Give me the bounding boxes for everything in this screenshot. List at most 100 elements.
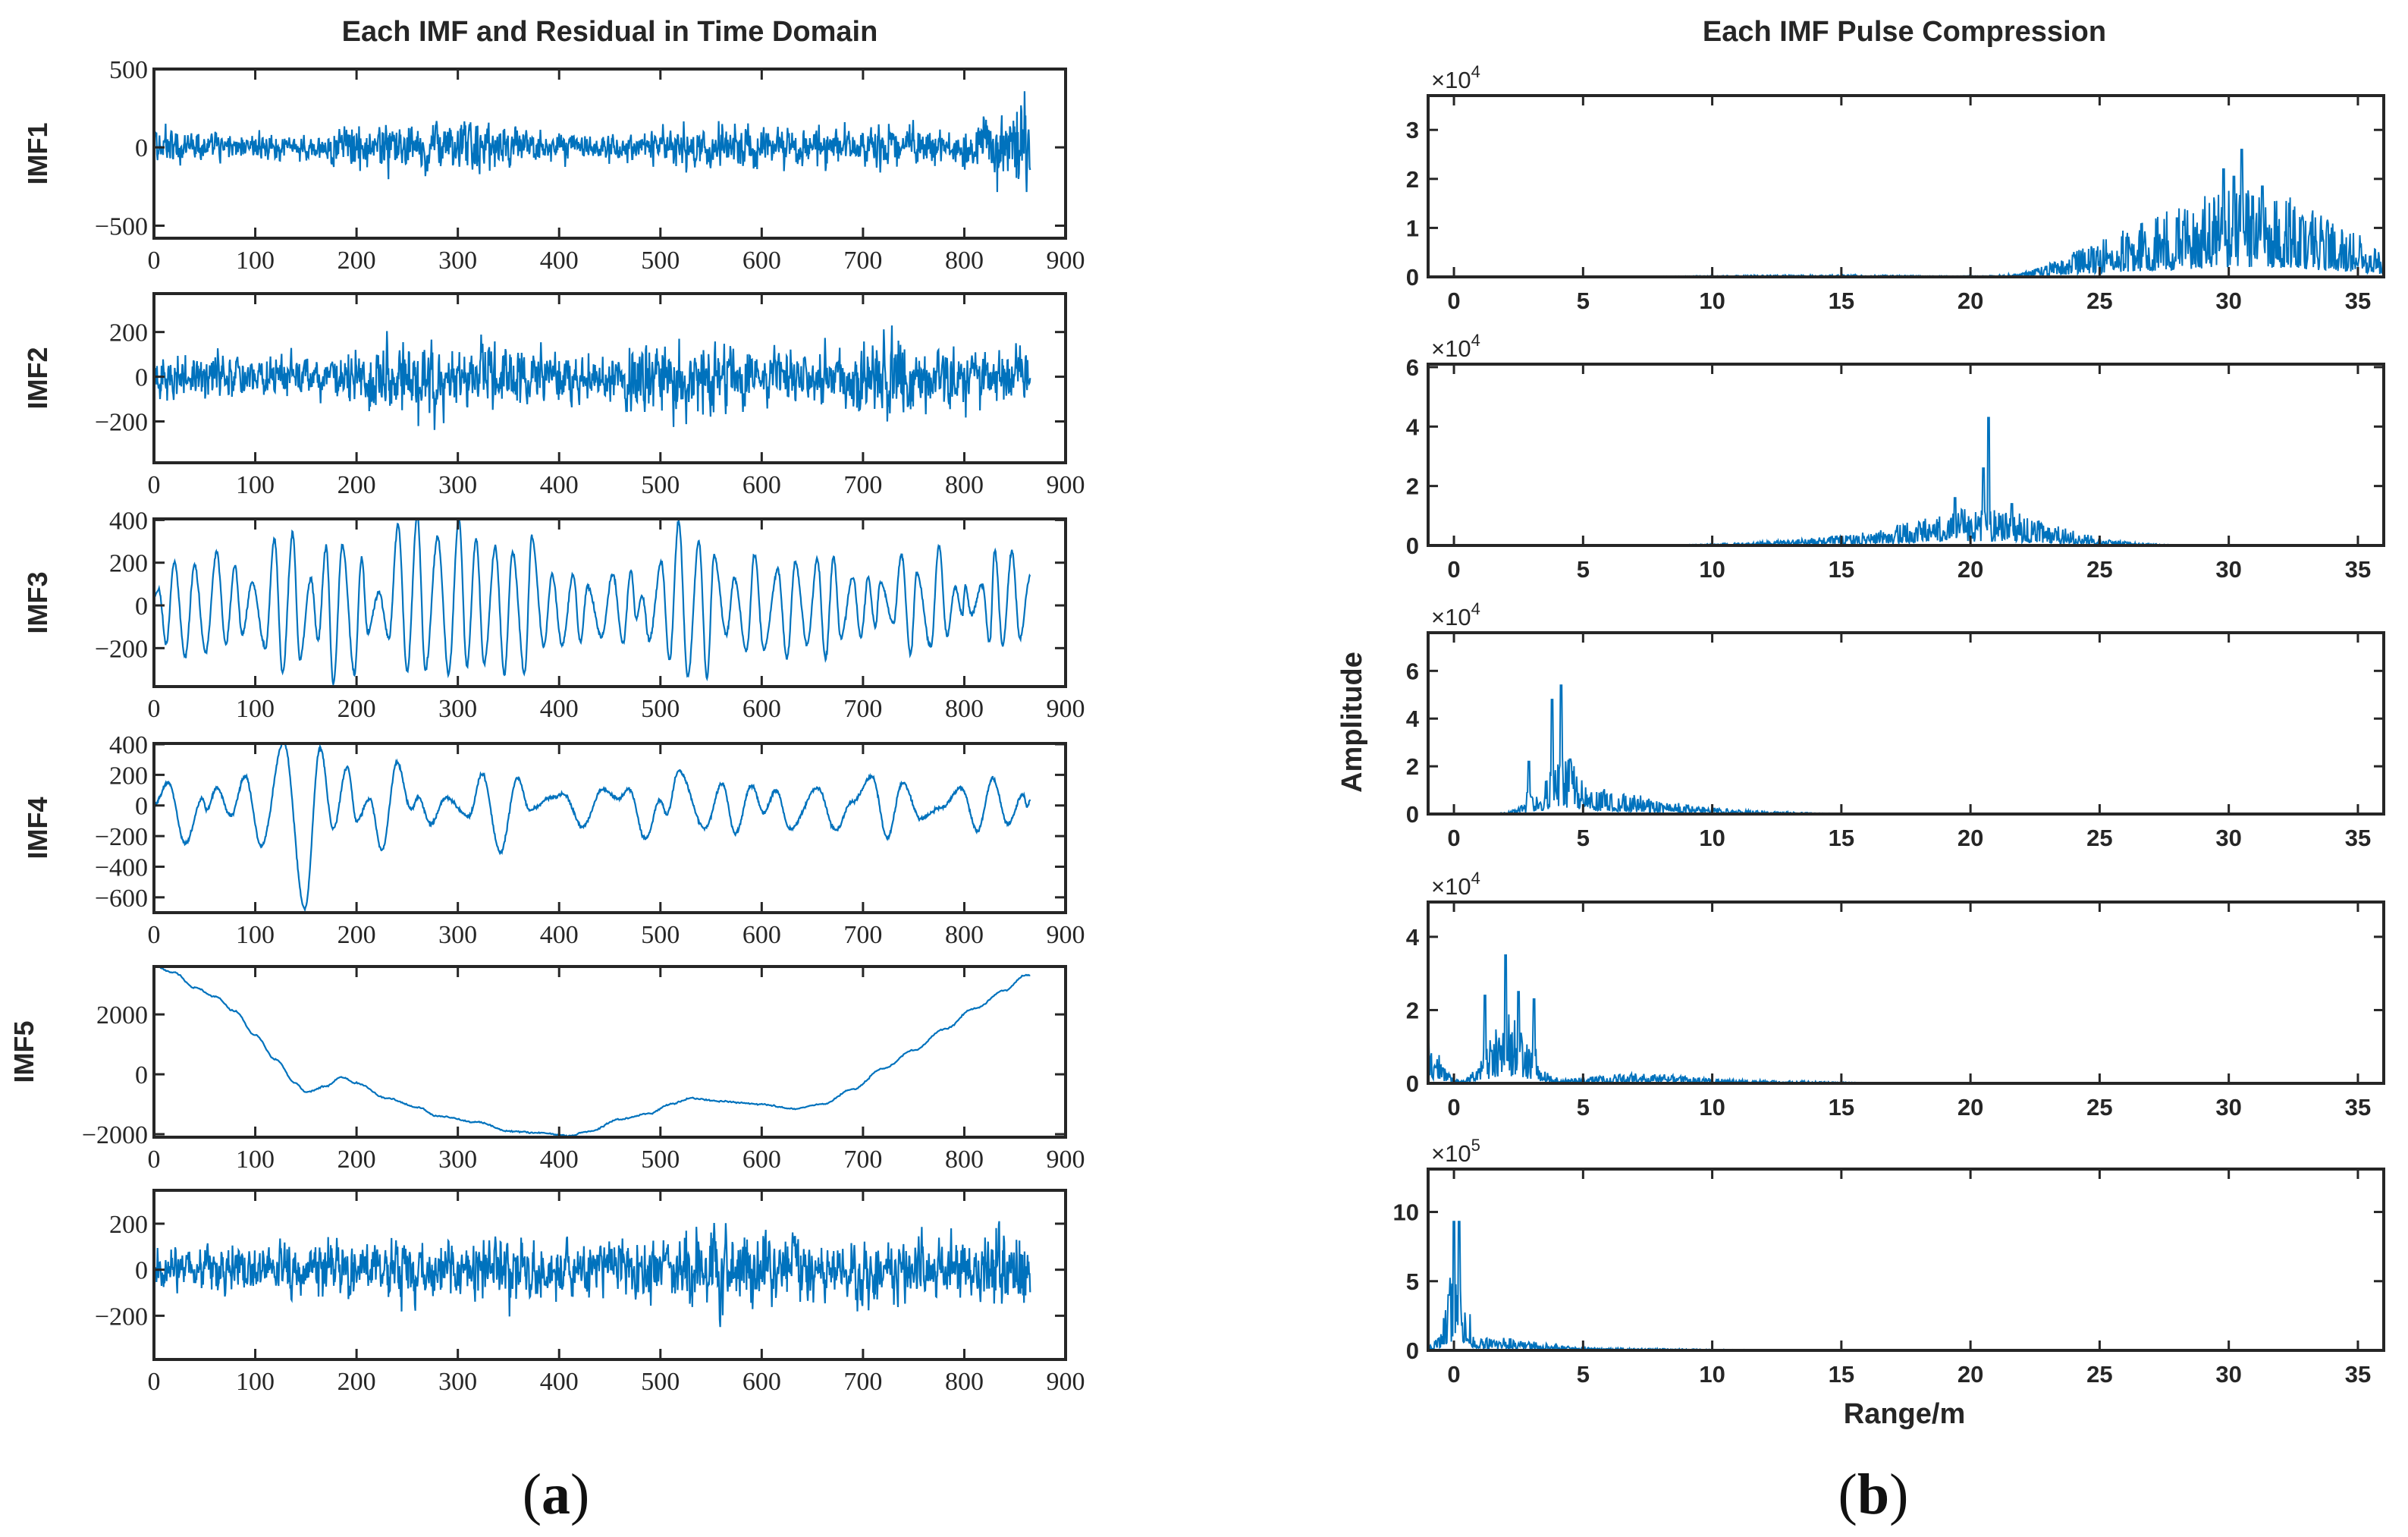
y-tick-label: 2000	[96, 1001, 148, 1029]
x-tick-label: 100	[236, 921, 275, 949]
x-tick-label: 0	[148, 1368, 161, 1396]
axes-box	[152, 742, 1067, 914]
axes-box	[1427, 631, 2385, 816]
x-tick-label: 35	[2345, 556, 2371, 583]
y-axis-label: IMF4	[22, 797, 53, 859]
x-tick-label: 5	[1577, 1094, 1590, 1121]
x-tick-label: 400	[540, 1146, 579, 1174]
x-tick-label: 35	[2345, 1094, 2371, 1121]
exponent-power: 4	[1471, 62, 1480, 81]
x-tick-label: 35	[2345, 1361, 2371, 1388]
x-tick-label: 25	[2086, 825, 2112, 851]
x-tick-label: 100	[236, 471, 275, 499]
x-tick-label: 400	[540, 1368, 579, 1396]
x-tick-label: 0	[1447, 825, 1460, 851]
axes-box	[152, 1189, 1067, 1361]
signal-line	[154, 1221, 1031, 1328]
y-tick-label: 2	[1406, 753, 1419, 780]
axes-box	[1427, 901, 2385, 1085]
x-tick-label: 30	[2215, 288, 2241, 314]
x-tick-label: 25	[2086, 556, 2112, 583]
x-tick-label: 500	[641, 695, 680, 723]
x-tick-label: 10	[1699, 556, 1725, 583]
x-tick-label: 800	[945, 471, 984, 499]
y-tick-label: 5	[1406, 1268, 1419, 1295]
x-tick-label: 600	[742, 695, 781, 723]
x-tick-label: 200	[337, 695, 376, 723]
exponent-power: 4	[1471, 331, 1480, 350]
y-tick-label: 0	[135, 364, 148, 392]
x-tick-label: 25	[2086, 1361, 2112, 1388]
x-tick-label: 500	[641, 471, 680, 499]
spectrum-line	[1428, 1221, 2384, 1350]
y-tick-label: 0	[1406, 1337, 1419, 1364]
x-tick-label: 10	[1699, 288, 1725, 314]
left-chart-title: Each IMF and Residual in Time Domain	[342, 16, 878, 48]
x-tick-label: 35	[2345, 288, 2371, 314]
x-tick-label: 0	[148, 695, 161, 723]
x-tick-label: 35	[2345, 825, 2371, 851]
x-tick-label: 700	[843, 247, 882, 275]
y-tick-label: 200	[109, 762, 148, 790]
x-tick-label: 300	[438, 471, 477, 499]
x-tick-label: 700	[843, 695, 882, 723]
x-tick-label: 500	[641, 247, 680, 275]
x-tick-label: 100	[236, 1146, 275, 1174]
y-tick-label: 6	[1406, 354, 1419, 381]
x-tick-label: 800	[945, 921, 984, 949]
y-tick-label: 4	[1406, 706, 1420, 732]
x-tick-label: 900	[1047, 471, 1085, 499]
y-tick-label: 0	[1406, 1070, 1419, 1097]
y-axis-label: IMF2	[22, 347, 53, 409]
x-tick-label: 700	[843, 1146, 882, 1174]
y-axis-label: IMF3	[22, 571, 53, 633]
x-tick-label: 900	[1047, 1368, 1085, 1396]
axes-box	[1427, 1168, 2385, 1352]
x-tick-label: 900	[1047, 247, 1085, 275]
axes-box	[152, 517, 1067, 688]
x-tick-label: 200	[337, 1146, 376, 1174]
x-tick-label: 300	[438, 695, 477, 723]
y-tick-label: 0	[135, 793, 148, 821]
y-tick-label: 200	[109, 1211, 148, 1239]
x-tick-label: 15	[1829, 1361, 1854, 1388]
x-tick-label: 0	[1447, 556, 1460, 583]
y-tick-label: 4	[1406, 413, 1420, 440]
y-tick-label: −2000	[82, 1121, 148, 1149]
y-tick-label: 2	[1406, 473, 1419, 500]
axis-exponent-label: ×104	[1431, 869, 1480, 900]
x-tick-label: 100	[236, 1368, 275, 1396]
x-tick-label: 0	[148, 921, 161, 949]
y-tick-label: 400	[109, 731, 148, 759]
axis-exponent-label: ×104	[1431, 331, 1480, 362]
x-tick-label: 20	[1957, 556, 1983, 583]
x-tick-label: 200	[337, 921, 376, 949]
x-tick-label: 5	[1577, 288, 1590, 314]
y-tick-label: 400	[109, 507, 148, 535]
y-tick-label: 1	[1406, 215, 1419, 241]
x-tick-label: 600	[742, 247, 781, 275]
y-tick-label: −400	[95, 853, 148, 882]
y-axis-label: IMF1	[22, 122, 53, 184]
x-tick-label: 100	[236, 695, 275, 723]
y-tick-label: 0	[135, 134, 148, 162]
y-tick-label: 500	[109, 56, 148, 84]
x-tick-label: 10	[1699, 825, 1725, 851]
pulse-panel-1: 0 5 10 15 20 25 30 35 0 1 2 3 ×104	[1406, 62, 2385, 314]
y-tick-label: −200	[95, 1303, 148, 1331]
x-tick-label: 15	[1829, 556, 1854, 583]
signal-line	[154, 519, 1031, 687]
y-tick-label: 2	[1406, 997, 1419, 1023]
exponent-power: 4	[1471, 869, 1480, 888]
x-tick-label: 900	[1047, 921, 1085, 949]
axis-exponent-label: ×104	[1431, 599, 1480, 630]
x-tick-label: 20	[1957, 825, 1983, 851]
time-panel-imf5: 0 100 200 300 400 500 600 700 800 900−200002000IM…	[8, 965, 1085, 1174]
y-tick-label: 6	[1406, 658, 1419, 684]
x-tick-label: 15	[1829, 1094, 1854, 1121]
